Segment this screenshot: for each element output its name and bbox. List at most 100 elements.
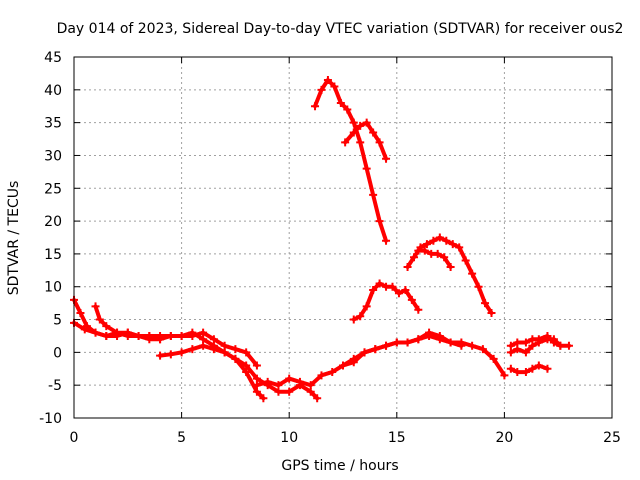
x-tick-label: 10 <box>280 430 298 446</box>
series-track-11 <box>414 246 455 272</box>
series-line <box>313 78 388 243</box>
data-point <box>410 253 419 262</box>
data-point <box>414 335 423 344</box>
data-point <box>534 338 543 347</box>
data-point <box>362 164 371 173</box>
x-tick-label: 20 <box>495 430 513 446</box>
y-tick-label: -10 <box>39 411 62 427</box>
data-point <box>102 331 111 340</box>
data-point <box>285 374 294 383</box>
data-point <box>528 341 537 350</box>
data-point <box>382 341 391 350</box>
plot-frame <box>73 56 613 419</box>
y-tick-label: 35 <box>44 116 62 132</box>
data-point <box>394 289 403 298</box>
data-point <box>521 348 530 357</box>
data-point <box>188 331 197 340</box>
data-point <box>403 263 412 272</box>
data-point <box>166 331 175 340</box>
data-point <box>362 118 371 127</box>
data-point <box>481 299 490 308</box>
series-layer <box>70 75 573 403</box>
data-point <box>382 236 391 245</box>
data-point <box>177 348 186 357</box>
data-point <box>209 335 218 344</box>
data-point <box>360 348 369 357</box>
data-point <box>414 305 423 314</box>
data-point <box>102 322 111 331</box>
data-point <box>521 368 530 377</box>
data-point <box>407 295 416 304</box>
data-point <box>156 351 165 360</box>
data-point <box>556 341 565 350</box>
data-point <box>369 190 378 199</box>
x-tick-label: 25 <box>603 430 621 446</box>
data-point <box>506 348 515 357</box>
data-point <box>242 348 251 357</box>
y-tick-label: 0 <box>53 345 62 361</box>
y-tick-label: 5 <box>53 313 62 329</box>
data-point <box>433 249 442 258</box>
data-point <box>468 341 477 350</box>
chart-title: Day 014 of 2023, Sidereal Day-to-day VTE… <box>57 21 624 37</box>
data-point <box>349 358 358 367</box>
y-tick-label: -5 <box>48 378 62 394</box>
data-point <box>429 236 438 245</box>
data-point <box>199 341 208 350</box>
data-point <box>311 102 320 111</box>
data-point <box>317 371 326 380</box>
tick-layer: -10 -5 0 5 10 15 20 25 30 35 40 45 0 5 10 15 20 25 <box>39 50 621 446</box>
data-point <box>306 381 315 390</box>
x-tick-label: 5 <box>177 430 186 446</box>
data-point <box>435 233 444 242</box>
data-point <box>403 338 412 347</box>
data-point <box>199 328 208 337</box>
data-point <box>369 128 378 137</box>
data-point <box>113 328 122 337</box>
data-point <box>369 286 378 295</box>
x-axis-label: GPS time / hours <box>281 458 398 474</box>
series-track-6 <box>339 328 466 370</box>
data-point <box>323 75 332 84</box>
series-track-13 <box>506 335 565 357</box>
data-point <box>339 361 347 370</box>
data-point <box>506 364 515 373</box>
data-point <box>177 331 186 340</box>
series-track-10 <box>403 233 496 317</box>
data-point <box>123 331 132 340</box>
data-point <box>446 338 455 347</box>
y-tick-label: 30 <box>44 148 62 164</box>
data-point <box>80 325 89 334</box>
data-point <box>209 345 218 354</box>
data-point <box>513 345 522 354</box>
data-point <box>375 138 384 147</box>
series-track-8 <box>341 118 391 163</box>
data-point <box>455 243 464 252</box>
data-point <box>95 315 104 324</box>
data-point <box>259 394 268 403</box>
data-point <box>220 348 229 357</box>
data-point <box>500 371 509 380</box>
data-point <box>356 121 365 130</box>
x-tick-label: 15 <box>388 430 406 446</box>
data-point <box>422 240 431 249</box>
data-point <box>349 128 358 137</box>
data-point <box>356 138 365 147</box>
data-point <box>343 105 352 114</box>
y-tick-label: 20 <box>44 214 62 230</box>
data-point <box>388 282 397 291</box>
data-point <box>521 338 530 347</box>
data-point <box>382 154 391 163</box>
data-point <box>375 279 384 288</box>
series-track-14 <box>506 361 552 377</box>
data-point <box>166 350 175 359</box>
data-point <box>341 138 350 147</box>
data-point <box>336 98 345 107</box>
series-track-7 <box>311 75 391 245</box>
data-point <box>371 345 380 354</box>
data-point <box>549 335 558 344</box>
data-point <box>328 368 337 377</box>
data-point <box>313 394 322 403</box>
